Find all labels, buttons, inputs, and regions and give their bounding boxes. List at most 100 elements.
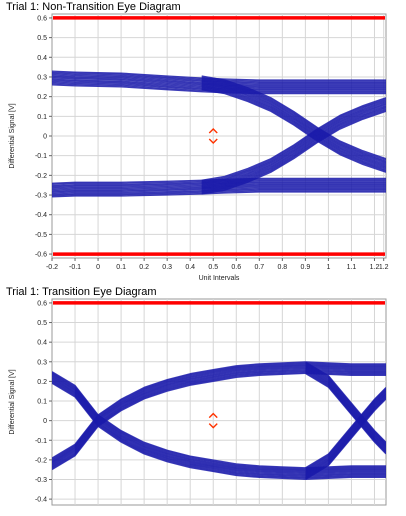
eye-trace-strand bbox=[201, 81, 386, 166]
eye-trace-series-3 bbox=[305, 361, 386, 377]
x-tick-label: -0.1 bbox=[69, 264, 81, 271]
eye-trace-series-3 bbox=[201, 75, 386, 173]
eye-trace-strand bbox=[305, 471, 386, 476]
chevron-down-icon[interactable] bbox=[208, 423, 218, 429]
y-tick-label: 0.5 bbox=[37, 320, 47, 327]
cursor-marker[interactable] bbox=[208, 128, 218, 144]
eye-trace-strand bbox=[52, 185, 386, 192]
eye-trace-strand bbox=[201, 101, 386, 186]
chevron-down-icon[interactable] bbox=[208, 138, 218, 144]
eye-trace-strand bbox=[201, 98, 386, 183]
x-tick-label: 0.7 bbox=[254, 264, 264, 271]
y-tick-label: 0.1 bbox=[37, 399, 47, 406]
eye-trace-series-6 bbox=[305, 386, 386, 480]
eye-trace-strand bbox=[52, 187, 386, 195]
chart-panel-1: Trial 1: Non-Transition Eye Diagram 0.6 0.… bbox=[6, 1, 389, 282]
x-tick-label: 0.3 bbox=[162, 264, 172, 271]
chart-panel-2: Trial 1: Transition Eye Diagram 0.6 0.5 0.4… bbox=[6, 286, 387, 506]
eye-trace-strand bbox=[52, 73, 386, 85]
y-tick-label: 0.4 bbox=[37, 55, 47, 62]
eye-trace-strand bbox=[305, 365, 386, 369]
eye-trace-strand bbox=[201, 87, 386, 172]
x-tick-label: 0.5 bbox=[208, 264, 218, 271]
eye-trace-strand bbox=[52, 78, 386, 89]
eye-trace-strand bbox=[201, 106, 386, 191]
y-tick-label: 0.6 bbox=[37, 300, 47, 307]
x-tick-label: 1 bbox=[326, 264, 330, 271]
chevron-up-icon[interactable] bbox=[208, 128, 218, 134]
eye-trace-strand bbox=[201, 77, 386, 162]
eye-trace-series-5 bbox=[305, 361, 386, 455]
x-tick-label: 0.1 bbox=[116, 264, 126, 271]
eye-trace-strand bbox=[201, 102, 386, 187]
eye-trace-strand bbox=[201, 103, 386, 188]
eye-trace-strand bbox=[52, 186, 386, 194]
y-tick-label: 0.2 bbox=[37, 379, 47, 386]
x-tick-label: 0 bbox=[96, 264, 100, 271]
x-tick-label: 1.2 bbox=[379, 264, 389, 271]
eye-trace-strand bbox=[305, 366, 386, 370]
eye-trace-strand bbox=[305, 398, 386, 480]
chevron-up-icon[interactable] bbox=[208, 412, 218, 419]
eye-trace-strand bbox=[201, 76, 386, 161]
eye-trace-strand bbox=[52, 77, 386, 88]
eye-trace-strand bbox=[305, 372, 386, 455]
eye-trace-strand bbox=[201, 108, 386, 193]
x-tick-label: 0.9 bbox=[301, 264, 311, 271]
eye-trace-strand bbox=[201, 85, 386, 170]
eye-trace-series-4 bbox=[305, 465, 386, 481]
y-axis-label: Differential Signal [V] bbox=[9, 369, 16, 434]
eye-trace-strand bbox=[305, 474, 386, 479]
y-tick-label: -0.3 bbox=[35, 477, 47, 484]
eye-trace-strand bbox=[305, 472, 386, 477]
eye-trace-strand bbox=[52, 181, 386, 188]
eye-trace-strand bbox=[52, 75, 386, 86]
eye-trace-strand bbox=[305, 473, 386, 478]
x-tick-label: 0.8 bbox=[277, 264, 287, 271]
x-tick-label: 0.4 bbox=[185, 264, 195, 271]
eye-trace-strand bbox=[201, 82, 386, 167]
eye-trace-strand bbox=[52, 183, 386, 190]
x-tick-label: 0.2 bbox=[139, 264, 149, 271]
x-tick-label: 1.1 bbox=[347, 264, 357, 271]
eye-trace-series-1 bbox=[52, 371, 306, 481]
eye-trace-strand bbox=[52, 182, 386, 189]
chart-title: Trial 1: Transition Eye Diagram bbox=[6, 286, 157, 298]
y-tick-label: -0.4 bbox=[35, 212, 47, 219]
y-tick-label: 0 bbox=[43, 418, 47, 425]
eye-trace-series-2 bbox=[52, 177, 386, 198]
eye-trace-strand bbox=[305, 367, 386, 372]
x-tick-label: 1.2 bbox=[370, 264, 380, 271]
eye-trace-strand bbox=[52, 179, 386, 187]
x-tick-label: -0.2 bbox=[46, 264, 58, 271]
eye-trace-strand bbox=[305, 368, 386, 373]
x-axis-label: Unit Intervals bbox=[199, 275, 240, 282]
eye-trace-strand bbox=[201, 110, 386, 195]
eye-trace-strand bbox=[201, 107, 386, 192]
eye-trace-strand bbox=[305, 469, 386, 473]
y-tick-label: -0.1 bbox=[35, 153, 47, 160]
eye-trace-strand bbox=[305, 364, 386, 368]
eye-trace-strand bbox=[305, 363, 386, 367]
eye-trace-strand bbox=[201, 99, 386, 184]
y-tick-label: 0.5 bbox=[37, 35, 47, 42]
eye-trace-strand bbox=[201, 86, 386, 171]
eye-trace-strand bbox=[201, 84, 386, 169]
eye-trace-strand bbox=[201, 109, 386, 194]
y-tick-label: 0.1 bbox=[37, 114, 47, 121]
trace-group bbox=[52, 361, 386, 481]
eye-trace-strand bbox=[52, 70, 386, 81]
eye-trace-strand bbox=[52, 191, 386, 198]
eye-trace-strand bbox=[305, 475, 386, 480]
y-tick-label: 0.3 bbox=[37, 74, 47, 81]
y-tick-label: -0.2 bbox=[35, 457, 47, 464]
eye-trace-series-4 bbox=[201, 97, 386, 195]
y-tick-label: 0.6 bbox=[37, 15, 47, 22]
eye-trace-strand bbox=[305, 362, 386, 366]
eye-trace-strand bbox=[52, 184, 386, 191]
eye-trace-strand bbox=[305, 367, 386, 371]
trace-group bbox=[52, 70, 386, 198]
cursor-marker[interactable] bbox=[208, 412, 218, 429]
